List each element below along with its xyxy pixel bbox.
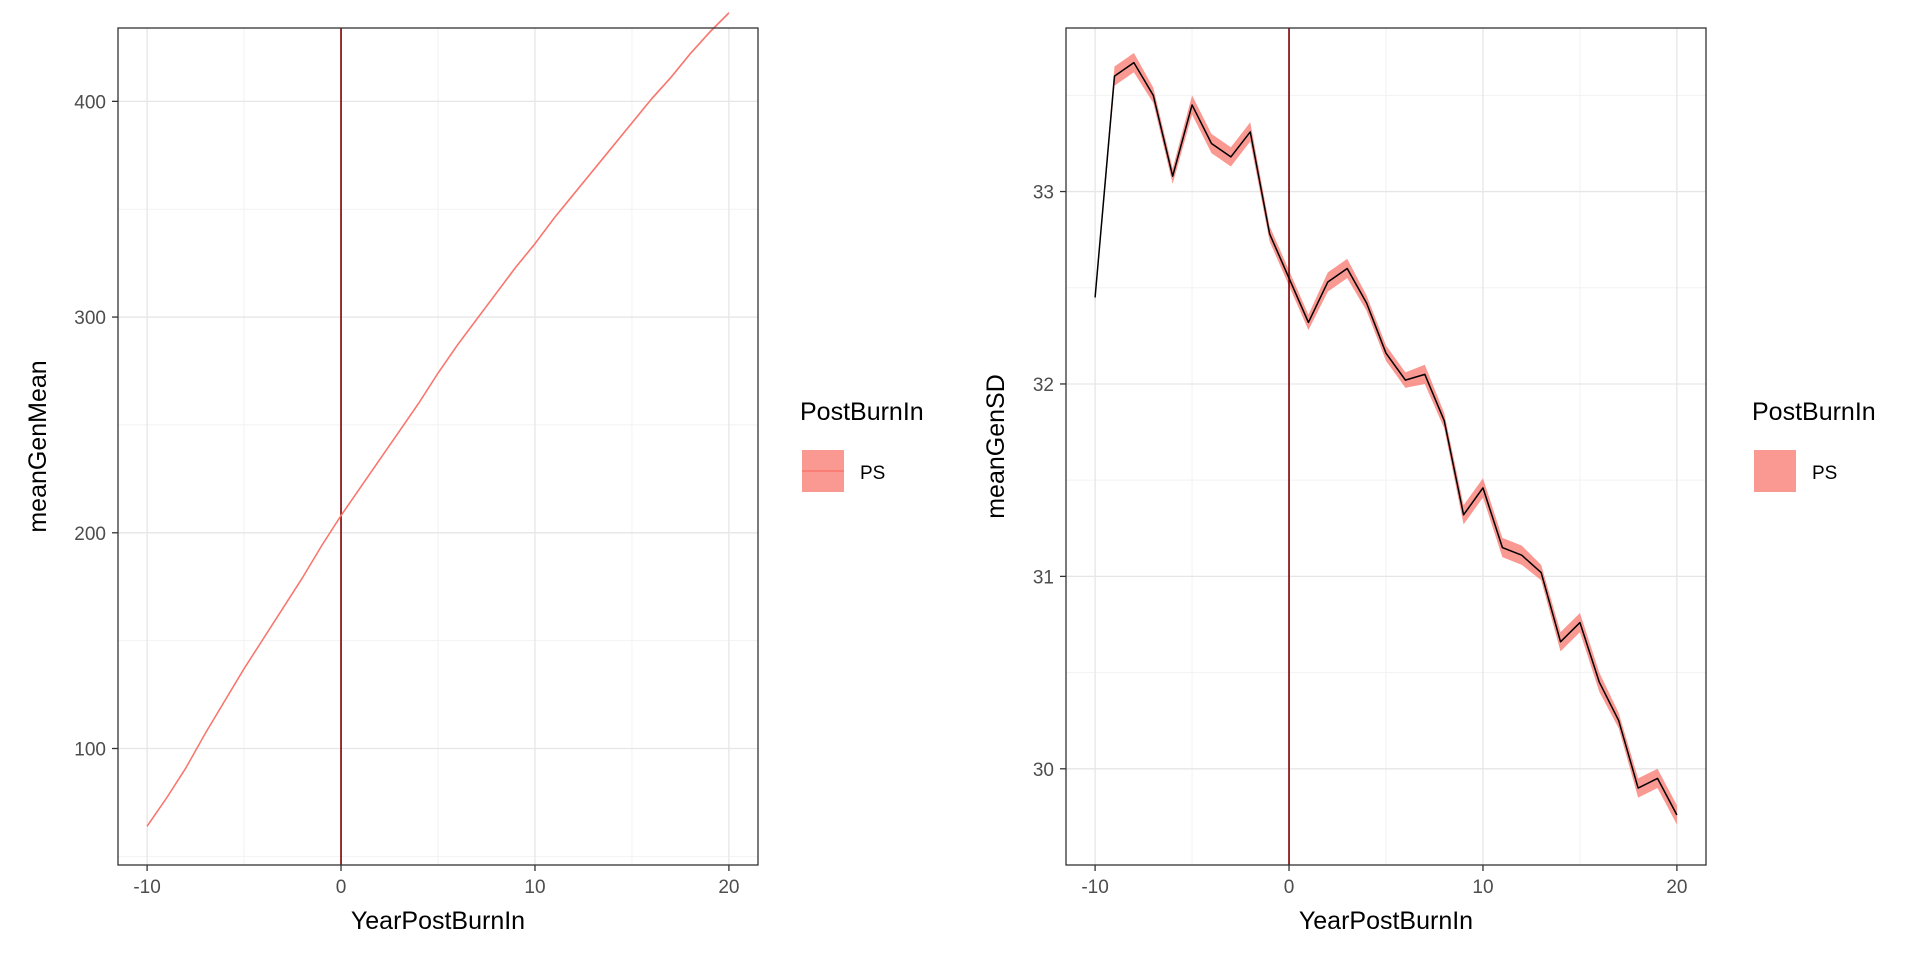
y-axis-title: meanGenMean [24, 360, 52, 532]
y-tick-label: 30 [1033, 760, 1054, 781]
data-point [398, 430, 400, 432]
series-line [146, 12, 730, 827]
x-tick-label: -10 [133, 877, 160, 898]
data-point [1152, 94, 1154, 96]
data-point [1618, 720, 1620, 722]
legend-title: PostBurnIn [1752, 398, 1876, 426]
y-tick-label: 31 [1033, 567, 1054, 588]
data-point [1540, 572, 1542, 574]
data-point [1482, 487, 1484, 489]
legend-label: PS [860, 463, 885, 484]
data-point [650, 98, 652, 100]
y-tick-label: 33 [1033, 183, 1054, 204]
legend-title: PostBurnIn [800, 398, 924, 426]
data-point [282, 607, 284, 609]
data-point [1269, 233, 1271, 235]
data-point [204, 732, 206, 734]
data-point [437, 372, 439, 374]
data-point [1249, 131, 1251, 133]
x-tick-label: 20 [1666, 877, 1687, 898]
data-point [1501, 547, 1503, 549]
data-point [456, 344, 458, 346]
data-point [495, 292, 497, 294]
data-point [1463, 514, 1465, 516]
data-point [534, 243, 536, 245]
legend: PostBurnIn PS [800, 398, 924, 492]
series-line [1094, 61, 1678, 816]
data-point [1560, 641, 1562, 643]
x-tick-label: 0 [336, 877, 347, 898]
data-point [243, 668, 245, 670]
y-tick-label: 400 [74, 92, 106, 113]
data-point [573, 193, 575, 195]
data-point [1424, 373, 1426, 375]
data-point [321, 545, 323, 547]
data-point [689, 53, 691, 55]
data-point [165, 797, 167, 799]
data-point [340, 515, 342, 517]
panel-1: -10 0 10 20 100 200 300 400 YearPostBurnIn meanGe… [24, 11, 924, 935]
legend-key [1754, 450, 1796, 492]
x-tick-label: 10 [524, 877, 545, 898]
data-point [1113, 75, 1115, 77]
data-point [1288, 277, 1290, 279]
data-point [359, 486, 361, 488]
x-tick-label: 10 [1472, 877, 1493, 898]
x-tick-label: 20 [718, 877, 739, 898]
data-point [553, 217, 555, 219]
data-point [1385, 352, 1387, 354]
data-point [728, 12, 730, 14]
data-point [1230, 156, 1232, 158]
data-point [1366, 302, 1368, 304]
y-axis-title: meanGenSD [982, 374, 1010, 519]
data-point [1657, 777, 1659, 779]
data-point [379, 458, 381, 460]
data-point [1404, 379, 1406, 381]
data-point [1327, 281, 1329, 283]
data-point [1443, 420, 1445, 422]
panel-2: -10 0 10 20 30 31 32 33 YearPostBurnIn meanGenSD P… [982, 27, 1876, 935]
legend-label: PS [1812, 463, 1837, 484]
data-point [515, 266, 517, 268]
data-point [670, 77, 672, 79]
y-tick-label: 100 [74, 740, 106, 761]
y-tick-label: 32 [1033, 375, 1054, 396]
data-point [1094, 296, 1096, 298]
data-point [301, 577, 303, 579]
data-point [612, 146, 614, 148]
data-point [1521, 554, 1523, 556]
data-point [1637, 787, 1639, 789]
data-point [1598, 681, 1600, 683]
y-tick-label: 200 [74, 524, 106, 545]
data-point [1191, 104, 1193, 106]
data-point [418, 402, 420, 404]
data-point [1172, 175, 1174, 177]
x-axis-title: YearPostBurnIn [1299, 907, 1473, 935]
data-point [592, 169, 594, 171]
data-point [476, 318, 478, 320]
x-tick-label: -10 [1081, 877, 1108, 898]
x-axis-title: YearPostBurnIn [351, 907, 525, 935]
data-point [1133, 62, 1135, 64]
data-point [631, 122, 633, 124]
y-tick-label: 300 [74, 308, 106, 329]
data-point [709, 31, 711, 33]
data-point [1676, 814, 1678, 816]
x-tick-label: 0 [1284, 877, 1295, 898]
data-point [1307, 321, 1309, 323]
data-point [1579, 622, 1581, 624]
data-point [1210, 142, 1212, 144]
data-point [224, 700, 226, 702]
data-point [1346, 268, 1348, 270]
data-point [262, 637, 264, 639]
panel-border [1065, 27, 1707, 866]
data-point [146, 825, 148, 827]
legend: PostBurnIn PS [1752, 398, 1876, 492]
data-point [185, 767, 187, 769]
panel-border [117, 27, 759, 866]
